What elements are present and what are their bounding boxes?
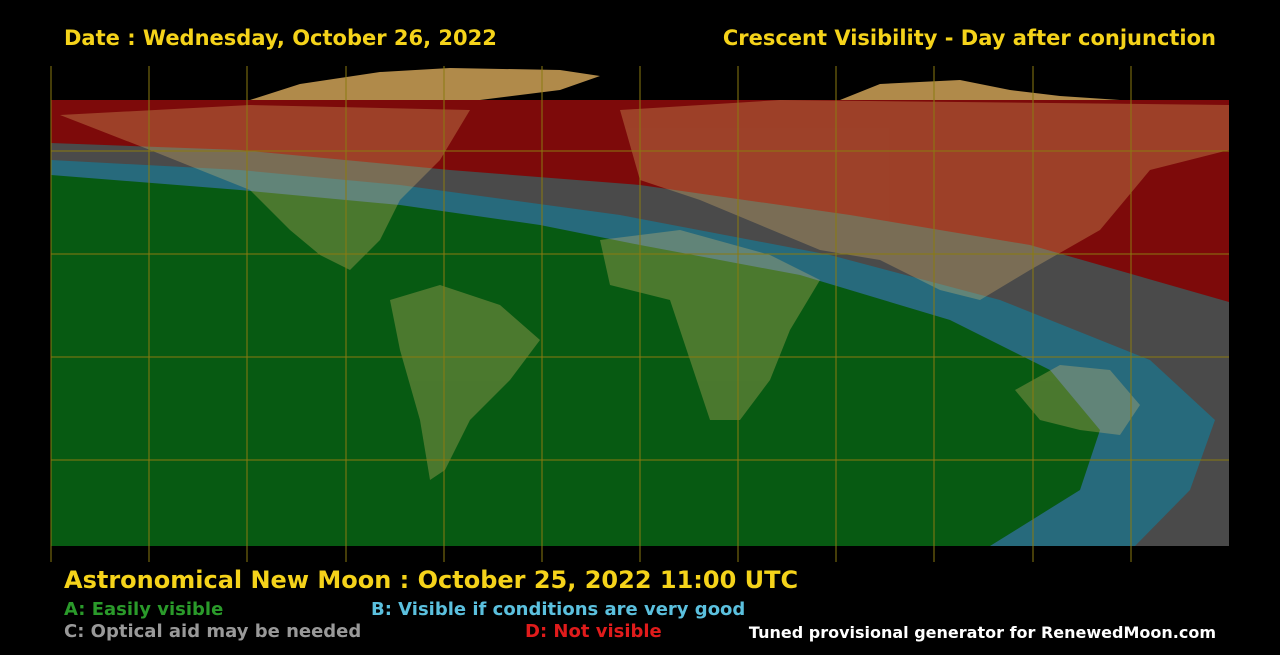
land-north-america bbox=[60, 105, 470, 270]
land-south-america bbox=[390, 285, 540, 480]
legend-d: D: Not visible bbox=[525, 621, 662, 642]
land-africa bbox=[600, 230, 820, 420]
legend-c: C: Optical aid may be needed bbox=[64, 621, 362, 642]
graticule bbox=[50, 66, 1229, 562]
zone-a bbox=[51, 175, 1100, 546]
legend-b: B: Visible if conditions are very good bbox=[371, 599, 746, 620]
land-overlay bbox=[60, 100, 1229, 480]
land-eurasia bbox=[620, 100, 1229, 300]
land-australia bbox=[1015, 365, 1140, 435]
credit: Tuned provisional generator for RenewedM… bbox=[748, 623, 1216, 642]
legend-a: A: Easily visible bbox=[64, 599, 224, 620]
land-arctic bbox=[250, 68, 1120, 100]
date: Date : Wednesday, October 26, 2022 bbox=[64, 26, 497, 50]
new-moon: Astronomical New Moon : October 25, 2022… bbox=[64, 566, 799, 594]
title: Crescent Visibility - Day after conjunct… bbox=[722, 26, 1216, 50]
